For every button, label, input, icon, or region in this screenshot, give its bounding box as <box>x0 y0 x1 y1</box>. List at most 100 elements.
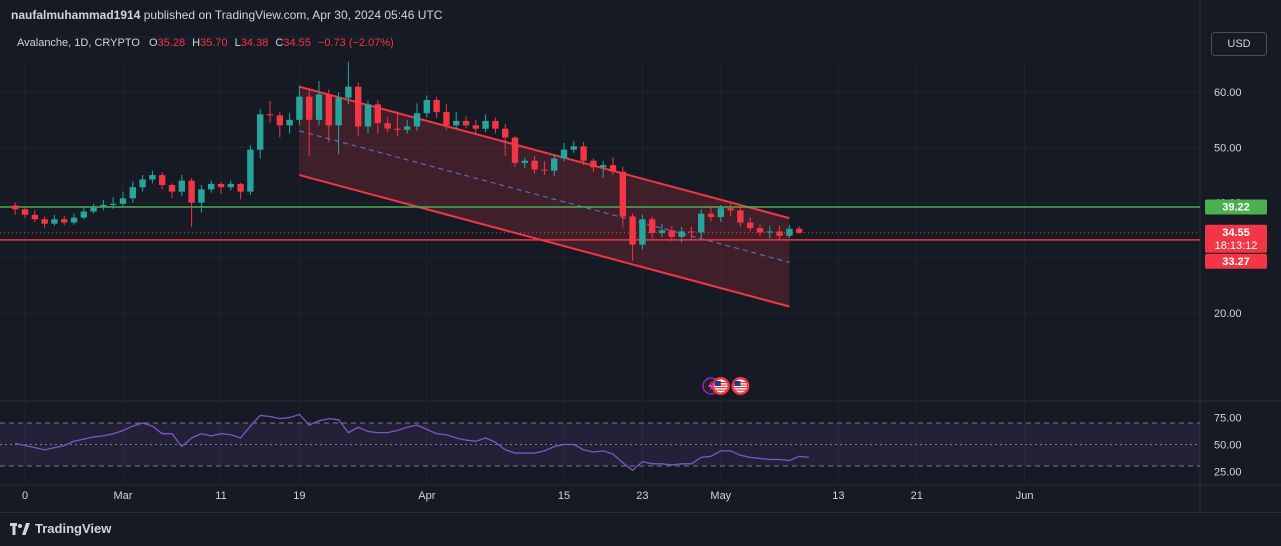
candle <box>227 180 234 191</box>
candle <box>51 214 58 226</box>
candle <box>217 181 225 194</box>
candle <box>345 61 352 105</box>
candle-body <box>355 86 362 127</box>
candle-body <box>443 112 450 126</box>
legend-line: Avalanche, 1D, CRYPTO O35.28 H35.70 L34.… <box>17 37 394 49</box>
author-name[interactable]: naufalmuhammad1914 <box>11 8 141 22</box>
candle-body <box>796 228 803 233</box>
candle-body <box>707 213 715 218</box>
candle-body <box>590 160 597 168</box>
candle-body <box>31 214 38 220</box>
candle <box>80 207 87 220</box>
time-tick-label: 15 <box>558 490 570 502</box>
grid-lines <box>0 0 1281 512</box>
resistance-price-label-bg <box>1205 253 1267 269</box>
candle-body <box>600 165 607 168</box>
candle-body <box>423 99 430 114</box>
candle <box>315 81 323 126</box>
candle-body <box>227 183 234 188</box>
candle <box>168 183 176 199</box>
candle-body <box>139 179 146 188</box>
tradingview-logo-icon <box>10 522 30 535</box>
legend-l-value: 34.38 <box>241 37 269 49</box>
currency-button[interactable]: USD <box>1211 32 1267 56</box>
us-flag-icon[interactable] <box>711 377 730 395</box>
candle <box>727 202 734 216</box>
rsi-tick-label: 75.00 <box>1214 413 1242 425</box>
legend-change: −0.73 (−2.07%) <box>318 37 394 49</box>
candle-body <box>70 217 78 223</box>
candle <box>609 157 617 176</box>
support-price-label: 39.22 <box>1205 199 1267 215</box>
candle-body <box>119 198 127 204</box>
candle-body <box>21 209 29 215</box>
rsi-pane <box>0 413 1200 472</box>
tradingview-logo[interactable]: TradingView <box>10 521 111 536</box>
candle <box>580 141 587 166</box>
candle <box>404 119 411 134</box>
horizontal-lines[interactable] <box>0 206 1200 241</box>
last-price-label-bg <box>1205 224 1267 253</box>
candle <box>786 224 793 239</box>
regression-channel[interactable] <box>299 85 790 308</box>
rsi-tick-label: 50.00 <box>1214 439 1242 451</box>
channel-upper-line[interactable] <box>299 85 790 220</box>
legend-l-label: L <box>235 37 241 49</box>
channel-lower-line[interactable] <box>299 174 790 308</box>
candle-body <box>257 114 264 150</box>
time-tick-label: May <box>710 490 731 502</box>
candle <box>100 199 107 211</box>
candle-body <box>747 222 754 229</box>
candle-body <box>766 231 773 233</box>
candle <box>364 100 372 134</box>
candle-body <box>149 175 156 180</box>
flag-canton <box>734 381 741 386</box>
support-price-label-bg <box>1205 199 1267 215</box>
candle <box>247 145 254 195</box>
candle-body <box>727 208 734 211</box>
candle <box>139 175 146 192</box>
flag-stripe <box>734 389 747 391</box>
candle <box>619 166 626 228</box>
candle <box>737 205 744 227</box>
channel-mid-line[interactable] <box>299 130 790 263</box>
legend-symbol: Avalanche, 1D, CRYPTO <box>17 37 140 49</box>
time-tick-label: 21 <box>911 490 923 502</box>
us-flag-icon[interactable] <box>731 377 750 395</box>
candle-body <box>560 149 568 159</box>
event-icons[interactable] <box>702 377 750 395</box>
candle-body <box>80 211 87 218</box>
candle-body <box>492 120 499 129</box>
candle <box>394 111 401 137</box>
candle <box>511 136 519 167</box>
candle <box>208 180 215 193</box>
candle-body <box>668 230 675 237</box>
last-price-text: 34.55 <box>1222 227 1250 239</box>
candle <box>649 216 656 239</box>
candle-body <box>198 189 205 203</box>
candle <box>433 96 440 119</box>
candle-body <box>678 231 685 237</box>
resistance-price-label: 33.27 <box>1205 253 1267 269</box>
candle-body <box>188 180 195 203</box>
candle-body <box>609 165 617 172</box>
time-tick-label: Jun <box>1016 490 1034 502</box>
candle-body <box>404 126 411 130</box>
candle <box>453 112 460 129</box>
candle <box>492 117 499 134</box>
candle-body <box>413 113 421 127</box>
candle-body <box>286 119 293 126</box>
candle-body <box>776 231 783 236</box>
candle <box>31 210 38 223</box>
candle-body <box>266 114 274 116</box>
candle <box>384 117 391 132</box>
candle <box>237 182 244 200</box>
candle-body <box>786 228 793 236</box>
candle-body <box>462 120 470 126</box>
chart-canvas[interactable]: 70.0060.0050.0040.0020.0075.0050.0025.00… <box>0 0 1281 512</box>
candle <box>629 213 636 261</box>
candle-body <box>247 149 254 192</box>
candle-body <box>472 125 479 129</box>
countdown-text: 18:13:12 <box>1215 240 1258 252</box>
